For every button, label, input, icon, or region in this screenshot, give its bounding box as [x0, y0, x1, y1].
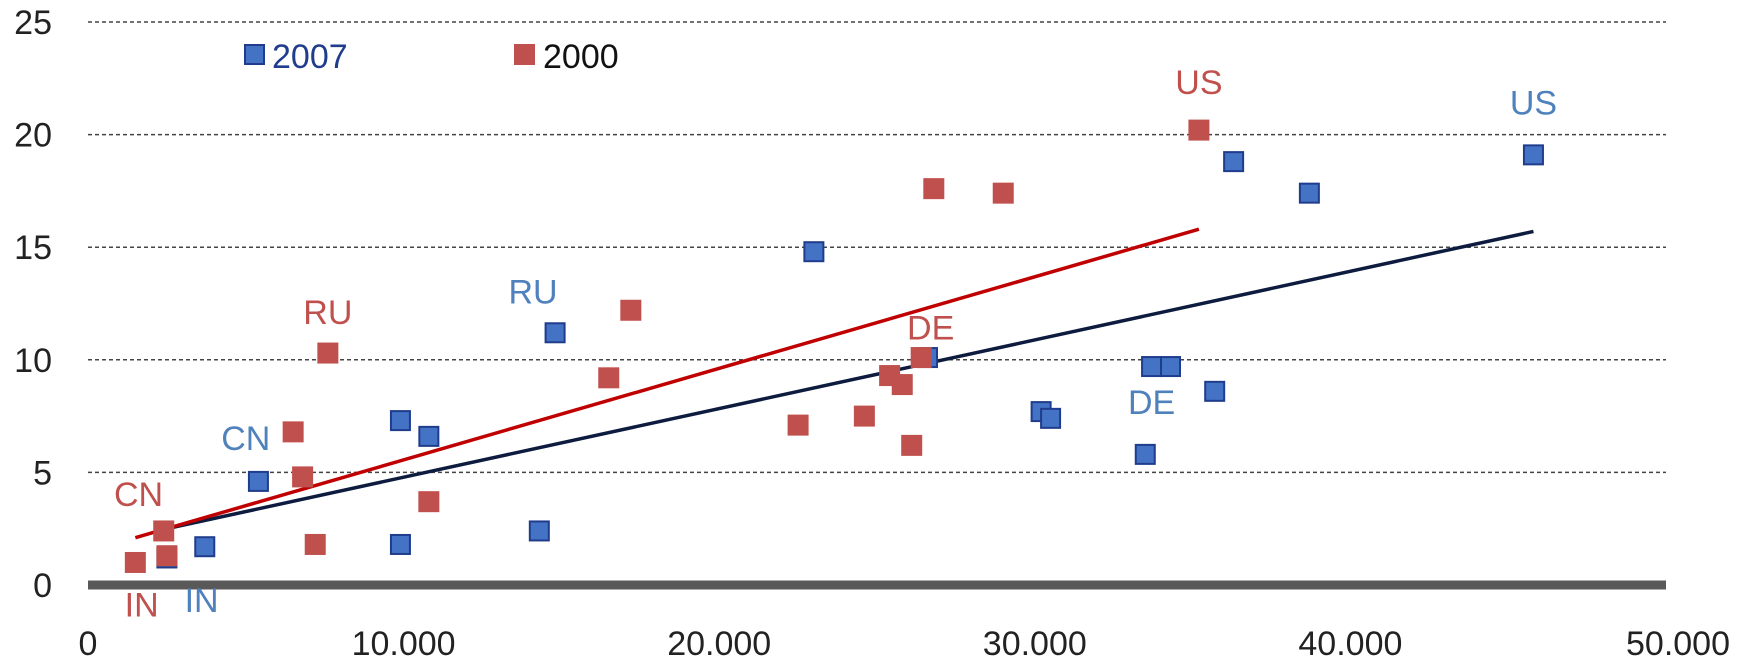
data-point-2007	[1160, 356, 1182, 378]
data-point-2000	[156, 545, 178, 567]
data-point-2007	[544, 322, 566, 344]
data-point-2000	[891, 374, 913, 396]
trendline-2000	[134, 227, 1200, 540]
point-label-cn-2000: CN	[114, 476, 163, 514]
legend-swatch-2007	[244, 44, 265, 65]
x-tick-label: 10.000	[352, 625, 456, 658]
point-label-de-2007: DE	[1128, 384, 1175, 422]
annotation-layer: US US RU RU CN CN DE DE IN IN	[114, 64, 1557, 624]
data-point-2000	[853, 405, 875, 427]
data-point-2000	[992, 182, 1014, 204]
trendline-2007	[166, 229, 1534, 531]
point-label-in-2007: IN	[185, 582, 219, 620]
data-point-2000	[282, 421, 304, 443]
data-point-2007	[1204, 380, 1226, 402]
y-tick-label: 0	[33, 567, 52, 605]
y-tick-label: 5	[33, 454, 52, 492]
data-point-2007	[1522, 144, 1544, 166]
data-point-2007	[528, 520, 550, 542]
x-tick-label: 20.000	[667, 625, 771, 658]
data-point-2007	[389, 410, 411, 432]
y-tick-label: 15	[14, 229, 52, 267]
point-label-in-2000: IN	[125, 587, 159, 625]
data-point-2000	[317, 342, 339, 364]
point-label-us-2000: US	[1175, 64, 1222, 102]
data-point-2007	[194, 536, 216, 558]
legend-label-2007: 2007	[272, 38, 348, 76]
point-label-ru-2007: RU	[508, 274, 557, 312]
data-point-2000	[1188, 119, 1210, 141]
data-point-2007	[418, 425, 440, 447]
legend-item-2007: 2007	[244, 38, 348, 76]
data-point-2000	[418, 491, 440, 513]
x-tick-label: 30.000	[983, 625, 1087, 658]
point-label-ru-2000: RU	[303, 294, 352, 332]
data-point-2000	[292, 466, 314, 488]
data-point-2000	[304, 533, 326, 555]
data-point-2000	[124, 551, 146, 573]
data-point-2000	[910, 347, 932, 369]
y-tick-label: 20	[14, 117, 52, 155]
point-label-us-2007: US	[1510, 84, 1557, 122]
legend: 2007 2000	[244, 38, 619, 76]
legend-item-2000: 2000	[514, 38, 619, 76]
data-point-2007	[389, 533, 411, 555]
grid-layer	[88, 21, 1666, 474]
data-point-2000	[153, 520, 175, 542]
x-tick-label: 0	[79, 625, 98, 658]
y-tick-label: 25	[14, 4, 52, 42]
point-label-de-2000: DE	[907, 310, 954, 348]
x-tick-label: 50.000	[1626, 625, 1730, 658]
data-point-2007	[247, 470, 269, 492]
data-point-2000	[598, 367, 620, 389]
legend-swatch-2000	[514, 44, 535, 65]
data-point-2007	[803, 241, 825, 263]
data-point-2000	[620, 299, 642, 321]
point-label-cn-2007: CN	[221, 420, 270, 458]
data-points-layer	[124, 119, 1544, 573]
x-tick-label: 40.000	[1298, 625, 1402, 658]
data-point-2000	[901, 434, 923, 456]
trendline-layer	[134, 227, 1534, 540]
legend-label-2000: 2000	[543, 38, 619, 76]
data-point-2000	[787, 414, 809, 436]
data-point-2007	[1223, 151, 1245, 173]
data-point-2007	[1040, 407, 1062, 429]
data-point-2007	[1134, 443, 1156, 465]
y-tick-label: 10	[14, 342, 52, 380]
axis-layer: 0 5 10 15 20 25 0 10.000 20.000 30.000 40.000 50.00…	[14, 4, 1730, 658]
data-point-2007	[1298, 182, 1320, 204]
data-point-2000	[923, 178, 945, 200]
data-point-2007	[1141, 356, 1163, 378]
